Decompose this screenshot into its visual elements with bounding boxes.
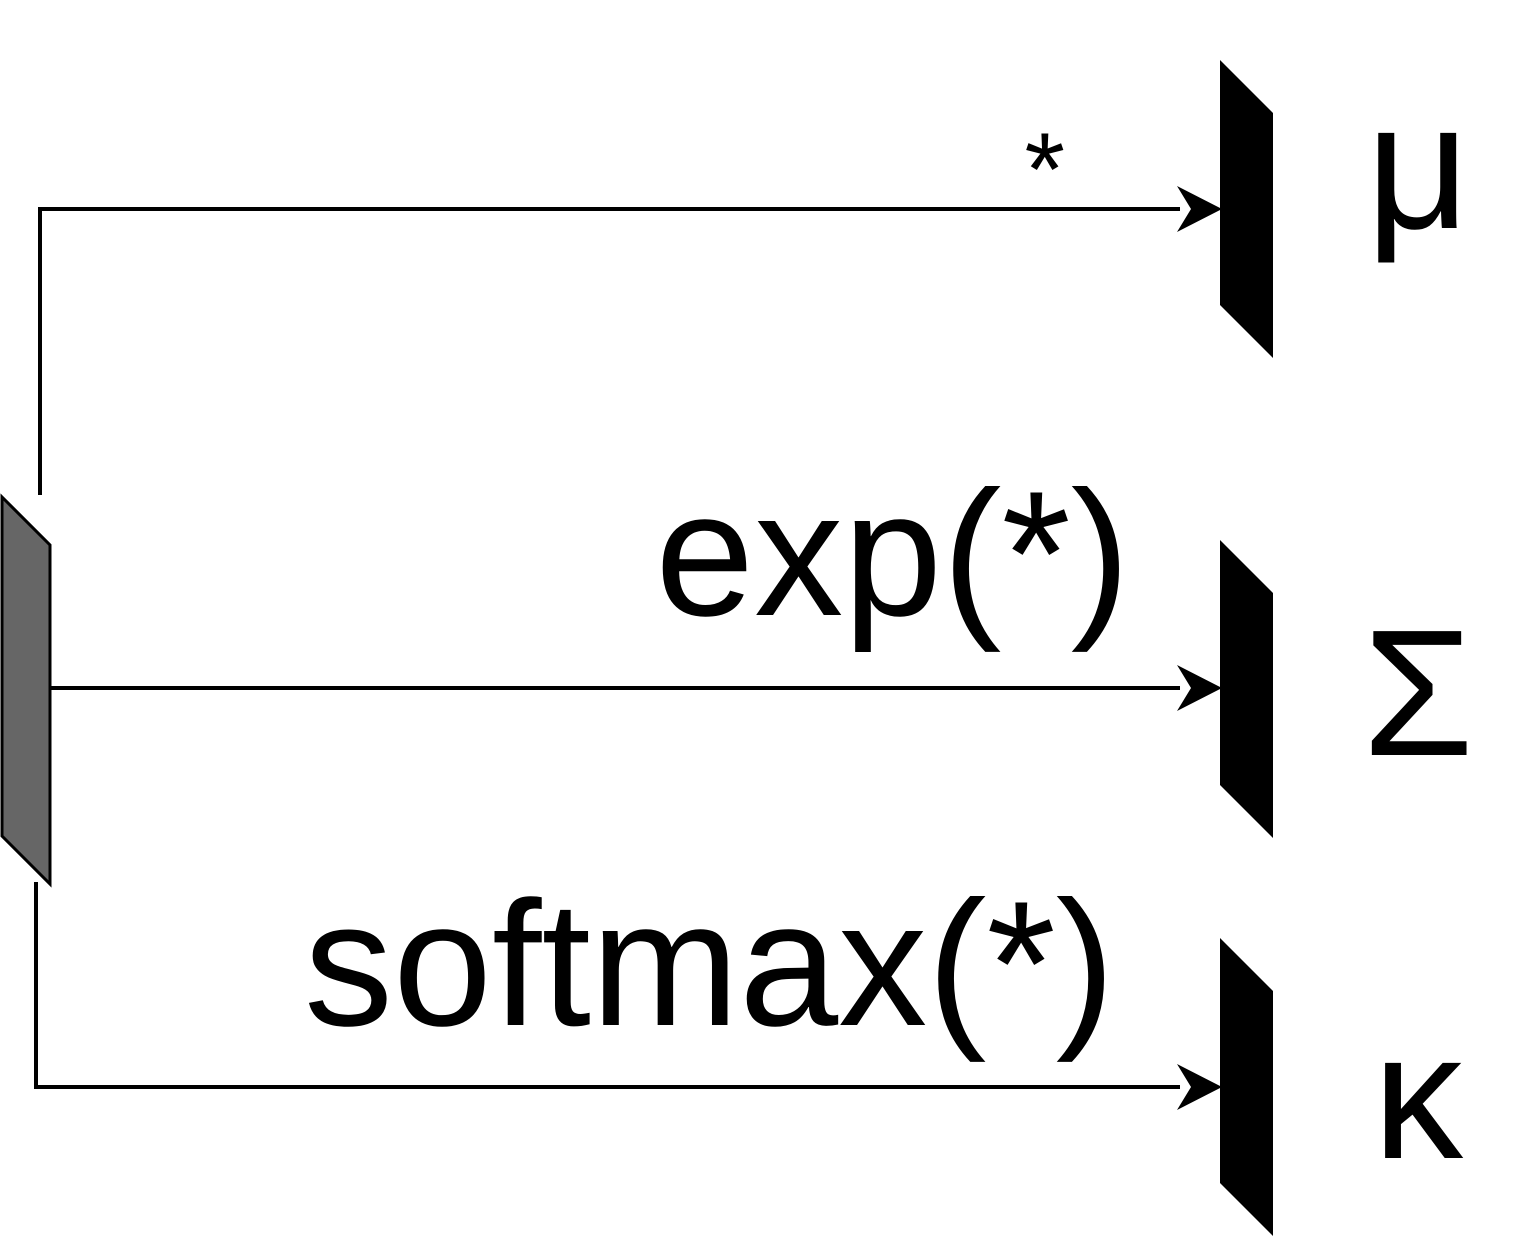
arrowhead-kappa	[1177, 1064, 1222, 1110]
operation-label-kappa: softmax(*)	[304, 864, 1115, 1063]
connector-mu	[38, 207, 1180, 495]
arrowhead-sigma	[1177, 665, 1222, 711]
output-block-mu	[1220, 60, 1273, 358]
output-label-mu: μ	[1366, 66, 1470, 267]
output-label-kappa: κ	[1373, 996, 1464, 1197]
operation-label-sigma: exp(*)	[655, 454, 1130, 653]
output-label-sigma: Σ	[1362, 593, 1473, 794]
operation-label-mu: *	[1025, 112, 1065, 228]
connector-kappa	[34, 882, 1180, 1089]
arrowhead-mu	[1177, 186, 1222, 232]
output-block-kappa	[1220, 938, 1273, 1236]
source-layer-block	[0, 493, 52, 888]
output-block-sigma	[1220, 540, 1273, 838]
